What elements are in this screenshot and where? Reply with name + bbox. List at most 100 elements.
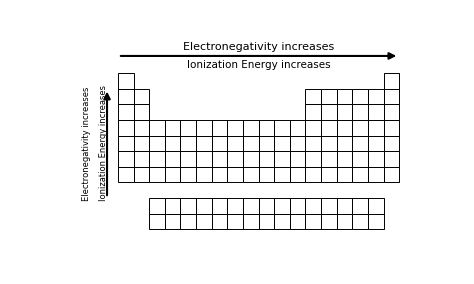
Text: Electronegativity increases: Electronegativity increases	[82, 86, 91, 201]
Bar	[181, 135, 196, 151]
Bar	[368, 151, 383, 167]
Bar	[258, 135, 274, 151]
Bar	[165, 135, 181, 151]
Bar	[274, 151, 290, 167]
Bar	[337, 120, 352, 135]
Bar	[321, 120, 337, 135]
Bar	[290, 151, 305, 167]
Bar	[149, 135, 165, 151]
Bar	[368, 120, 383, 135]
Bar	[321, 89, 337, 105]
Bar	[352, 135, 368, 151]
Bar	[196, 135, 212, 151]
Bar	[243, 167, 258, 182]
Bar	[134, 151, 149, 167]
Bar	[228, 120, 243, 135]
Bar	[305, 135, 321, 151]
Bar	[149, 120, 165, 135]
Bar	[243, 135, 258, 151]
Bar	[337, 214, 352, 229]
Bar	[274, 120, 290, 135]
Bar	[290, 167, 305, 182]
Bar	[321, 198, 337, 214]
Text: Ionization Energy increases: Ionization Energy increases	[99, 85, 108, 201]
Bar	[165, 167, 181, 182]
Bar	[181, 214, 196, 229]
Bar	[383, 135, 399, 151]
Bar	[196, 120, 212, 135]
Bar	[149, 198, 165, 214]
Bar	[243, 151, 258, 167]
Bar	[196, 214, 212, 229]
Bar	[290, 198, 305, 214]
Bar	[258, 198, 274, 214]
Bar	[165, 198, 181, 214]
Bar	[149, 214, 165, 229]
Bar	[290, 135, 305, 151]
Bar	[321, 151, 337, 167]
Bar	[212, 167, 228, 182]
Text: Ionization Energy increases: Ionization Energy increases	[187, 60, 330, 70]
Bar	[243, 120, 258, 135]
Bar	[118, 151, 134, 167]
Bar	[305, 151, 321, 167]
Bar	[258, 214, 274, 229]
Bar	[368, 167, 383, 182]
Bar	[165, 120, 181, 135]
Bar	[274, 167, 290, 182]
Bar	[352, 214, 368, 229]
Bar	[228, 167, 243, 182]
Bar	[212, 198, 228, 214]
Bar	[134, 167, 149, 182]
Bar	[321, 105, 337, 120]
Bar	[290, 214, 305, 229]
Bar	[228, 214, 243, 229]
Bar	[196, 167, 212, 182]
Bar	[181, 167, 196, 182]
Bar	[321, 167, 337, 182]
Bar	[258, 167, 274, 182]
Bar	[383, 167, 399, 182]
Bar	[243, 198, 258, 214]
Bar	[274, 214, 290, 229]
Bar	[352, 198, 368, 214]
Bar	[134, 135, 149, 151]
Bar	[383, 151, 399, 167]
Bar	[383, 120, 399, 135]
Bar	[212, 120, 228, 135]
Bar	[181, 151, 196, 167]
Bar	[118, 135, 134, 151]
Bar	[196, 198, 212, 214]
Bar	[181, 198, 196, 214]
Bar	[118, 73, 134, 89]
Bar	[258, 151, 274, 167]
Bar	[321, 135, 337, 151]
Bar	[337, 105, 352, 120]
Bar	[352, 167, 368, 182]
Bar	[383, 73, 399, 89]
Bar	[258, 120, 274, 135]
Bar	[337, 135, 352, 151]
Bar	[149, 167, 165, 182]
Bar	[165, 214, 181, 229]
Bar	[305, 89, 321, 105]
Bar	[243, 214, 258, 229]
Bar	[321, 214, 337, 229]
Bar	[352, 120, 368, 135]
Bar	[352, 151, 368, 167]
Bar	[305, 105, 321, 120]
Bar	[337, 151, 352, 167]
Bar	[196, 151, 212, 167]
Bar	[305, 120, 321, 135]
Bar	[212, 214, 228, 229]
Bar	[149, 151, 165, 167]
Bar	[337, 198, 352, 214]
Bar	[134, 89, 149, 105]
Bar	[212, 135, 228, 151]
Bar	[305, 198, 321, 214]
Bar	[118, 89, 134, 105]
Bar	[228, 135, 243, 151]
Bar	[118, 120, 134, 135]
Bar	[274, 135, 290, 151]
Bar	[368, 214, 383, 229]
